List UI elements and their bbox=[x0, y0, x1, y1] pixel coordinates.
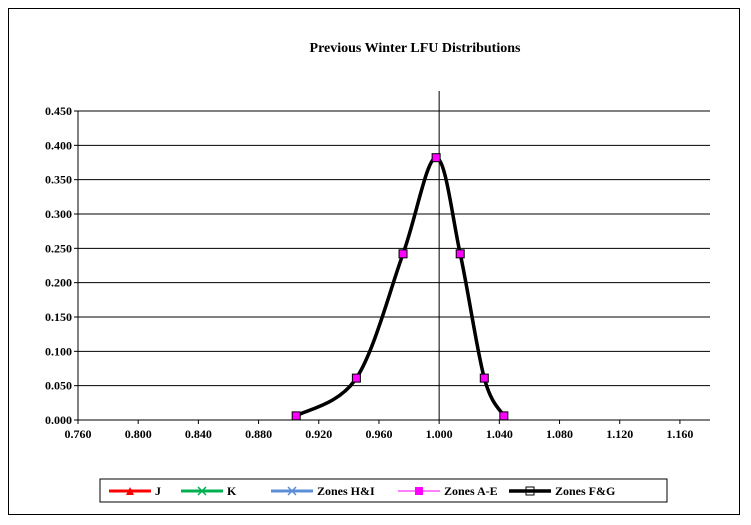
series-3-point-1 bbox=[352, 374, 361, 383]
series-3-point-2 bbox=[399, 249, 408, 258]
legend: J K Zones H&I Zones A-E Zones F&G bbox=[99, 478, 668, 503]
legend-marker bbox=[415, 487, 423, 495]
chart-title: Previous Winter LFU Distributions bbox=[310, 41, 521, 56]
legend-marker bbox=[126, 487, 134, 495]
series-3-point-3 bbox=[432, 153, 441, 162]
series-4-point-2 bbox=[398, 249, 408, 259]
x-tick-label: 1.000 bbox=[426, 427, 453, 441]
legend-label: Zones A-E bbox=[444, 484, 498, 498]
lfu-distribution-chart: Previous Winter LFU Distributions 0.0000… bbox=[45, 41, 710, 503]
series-3-point-4 bbox=[456, 249, 465, 258]
x-tick-label: 0.760 bbox=[65, 427, 92, 441]
series-4-point-1 bbox=[351, 373, 361, 383]
y-tick-label: 0.350 bbox=[45, 173, 72, 187]
legend-label: Zones F&G bbox=[555, 484, 615, 498]
legend-box bbox=[99, 478, 668, 503]
legend-entry-0: J bbox=[109, 484, 161, 498]
y-tick-label: 0.000 bbox=[45, 413, 72, 427]
y-tick-label: 0.100 bbox=[45, 344, 72, 358]
series-3-line bbox=[295, 157, 505, 417]
series-4-point-5 bbox=[479, 373, 489, 383]
series-1-line bbox=[295, 156, 506, 418]
y-tick-label: 0.300 bbox=[45, 207, 72, 221]
legend-label: K bbox=[227, 484, 237, 498]
legend-entry-1: K bbox=[181, 484, 237, 498]
series-2-line bbox=[295, 156, 506, 418]
chart-area: Previous Winter LFU Distributions 0.000 0… bbox=[8, 8, 740, 515]
y-tick-label: 0.400 bbox=[45, 138, 72, 152]
legend-marker bbox=[525, 486, 535, 496]
x-tick-label: 0.800 bbox=[125, 427, 152, 441]
legend-entry-4: Zones F&G bbox=[509, 484, 615, 498]
legend-marker bbox=[287, 486, 297, 496]
series-4-point-6 bbox=[499, 411, 509, 421]
x-tick-label: 1.040 bbox=[486, 427, 513, 441]
legend-label: J bbox=[155, 484, 161, 498]
x-tick-label: 0.840 bbox=[185, 427, 212, 441]
series-0-line bbox=[295, 156, 506, 418]
series-4-point-3 bbox=[431, 153, 441, 163]
x-tick-label: 1.160 bbox=[666, 427, 693, 441]
y-tick-label: 0.150 bbox=[45, 310, 72, 324]
x-tick-label: 0.880 bbox=[245, 427, 272, 441]
series-4-point-4 bbox=[455, 249, 465, 259]
series-3-point-0 bbox=[292, 411, 301, 420]
legend-entry-3: Zones A-E bbox=[398, 484, 498, 498]
x-tick-label: 1.080 bbox=[546, 427, 573, 441]
legend-label: Zones H&I bbox=[317, 484, 375, 498]
series-3-point-5 bbox=[480, 374, 489, 383]
x-tick-label: 0.920 bbox=[305, 427, 332, 441]
series-4-line bbox=[295, 155, 506, 418]
x-tick-label: 1.120 bbox=[606, 427, 633, 441]
series-4-point-0 bbox=[291, 411, 301, 421]
y-tick-label: 0.450 bbox=[45, 104, 72, 118]
legend-entry-2: Zones H&I bbox=[271, 484, 375, 498]
x-tick-label: 0.960 bbox=[365, 427, 392, 441]
legend-marker bbox=[197, 486, 207, 496]
y-tick-label: 0.200 bbox=[45, 276, 72, 290]
y-tick-label: 0.250 bbox=[45, 241, 72, 255]
y-tick-label: 0.050 bbox=[45, 379, 72, 393]
series-3-point-6 bbox=[499, 411, 508, 420]
